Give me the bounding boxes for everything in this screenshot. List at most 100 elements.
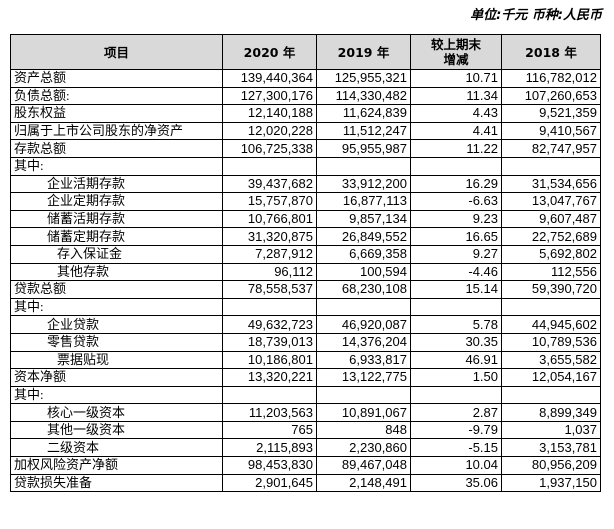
cell-value: 12,140,188 — [222, 104, 317, 123]
table-row: 核心一级资本 11,203,563 10,891,067 2.87 8,899,349 — [10, 403, 601, 422]
table-row: 贷款损失准备 2,901,645 2,148,491 35.06 1,937,150 — [10, 473, 601, 493]
row-label: 企业贷款 — [10, 315, 223, 334]
row-label: 归属于上市公司股东的净资产 — [10, 121, 223, 141]
cell-value: 2,901,645 — [222, 473, 317, 493]
row-label: 其他一级资本 — [10, 420, 223, 440]
cell-value: 44,945,602 — [501, 315, 601, 334]
cell-value: 116,782,012 — [501, 69, 601, 88]
cell-value: 39,437,682 — [222, 174, 317, 194]
cell-value: 13,320,221 — [222, 368, 317, 387]
cell-value: -5.15 — [410, 438, 502, 458]
table-row: 归属于上市公司股东的净资产 12,020,228 11,512,247 4.41 9,4… — [10, 121, 601, 141]
cell-value: 2.87 — [410, 403, 502, 422]
row-label: 二级资本 — [10, 438, 223, 458]
column-header: 2020 年 — [222, 34, 317, 70]
cell-value: 10,789,536 — [501, 332, 601, 352]
row-label: 企业活期存款 — [10, 174, 223, 194]
row-label: 其中: — [10, 156, 223, 176]
cell-value: 15.14 — [410, 280, 502, 299]
cell-value: 49,632,723 — [222, 315, 317, 334]
table-row: 其他一级资本 765 848 -9.79 1,037 — [10, 420, 601, 440]
cell-value: 13,122,775 — [316, 368, 411, 387]
table-row: 负债总额: 127,300,176 114,330,482 11.34 107,260,… — [10, 86, 601, 106]
cell-value: 16,877,113 — [316, 192, 411, 211]
column-header-text: 2020 年 — [243, 44, 296, 60]
cell-value: 125,955,321 — [316, 69, 411, 88]
cell-value: 10.04 — [410, 456, 502, 475]
cell-value: 31,320,875 — [222, 227, 317, 246]
table-row: 企业贷款 49,632,723 46,920,087 5.78 44,945,602 — [10, 315, 601, 334]
cell-value: 35.06 — [410, 473, 502, 493]
row-label: 其中: — [10, 385, 223, 405]
table-row: 储蓄定期存款 31,320,875 26,849,552 16.65 22,752,68… — [10, 227, 601, 246]
cell-value: 30.35 — [410, 332, 502, 352]
cell-value: 18,739,013 — [222, 332, 317, 352]
cell-value: 98,453,830 — [222, 456, 317, 475]
row-label: 加权风险资产净额 — [10, 456, 223, 475]
row-label: 其中: — [10, 297, 223, 317]
cell-value: -9.79 — [410, 420, 502, 440]
cell-value: 100,594 — [316, 262, 411, 282]
cell-value — [501, 297, 601, 317]
cell-value: 2,148,491 — [316, 473, 411, 493]
cell-value: 2,115,893 — [222, 438, 317, 458]
cell-value: 33,912,200 — [316, 174, 411, 194]
cell-value: 4.43 — [410, 104, 502, 123]
column-header: 项目 — [10, 34, 223, 70]
cell-value: 14,376,204 — [316, 332, 411, 352]
column-header: 2019 年 — [316, 34, 411, 70]
cell-value — [410, 385, 502, 405]
cell-value: 12,020,228 — [222, 121, 317, 141]
cell-value: 9.27 — [410, 244, 502, 264]
table-row: 储蓄活期存款 10,766,801 9,857,134 9.23 9,607,487 — [10, 209, 601, 229]
row-label: 其他存款 — [10, 262, 223, 282]
cell-value: 89,467,048 — [316, 456, 411, 475]
row-label: 储蓄定期存款 — [10, 227, 223, 246]
table-row: 企业定期存款 15,757,870 16,877,113 -6.63 13,047,76… — [10, 192, 601, 211]
cell-value: 6,669,358 — [316, 244, 411, 264]
table-row: 其中: — [10, 297, 601, 317]
cell-value: 107,260,653 — [501, 86, 601, 106]
cell-value: 1,937,150 — [501, 473, 601, 493]
cell-value: 9,521,359 — [501, 104, 601, 123]
cell-value: 1.50 — [410, 368, 502, 387]
row-label: 零售贷款 — [10, 332, 223, 352]
cell-value: 127,300,176 — [222, 86, 317, 106]
cell-value: 8,899,349 — [501, 403, 601, 422]
cell-value: 15,757,870 — [222, 192, 317, 211]
header-row: 项目 2020 年 2019 年 较上期末增减 2018 年 — [10, 34, 601, 70]
cell-value — [222, 297, 317, 317]
table-row: 二级资本 2,115,893 2,230,860 -5.15 3,153,781 — [10, 438, 601, 458]
cell-value — [410, 156, 502, 176]
cell-value — [316, 297, 411, 317]
cell-value: 80,956,209 — [501, 456, 601, 475]
cell-value: 112,556 — [501, 262, 601, 282]
row-label: 企业定期存款 — [10, 192, 223, 211]
table-body: 资产总额 139,440,364 125,955,321 10.71 116,782,0… — [10, 69, 601, 493]
cell-value — [222, 385, 317, 405]
table-row: 存入保证金 7,287,912 6,669,358 9.27 5,692,802 — [10, 244, 601, 264]
row-label: 资产总额 — [10, 69, 223, 88]
cell-value: 9.23 — [410, 209, 502, 229]
cell-value — [316, 385, 411, 405]
cell-value: 26,849,552 — [316, 227, 411, 246]
cell-value — [222, 156, 317, 176]
cell-value: -6.63 — [410, 192, 502, 211]
row-label: 负债总额: — [10, 86, 223, 106]
cell-value: 11,512,247 — [316, 121, 411, 141]
cell-value: 3,153,781 — [501, 438, 601, 458]
unit-label: 单位:千元 币种:人民币 — [470, 8, 602, 23]
table-row: 贷款总额 78,558,537 68,230,108 15.14 59,390,720 — [10, 280, 601, 299]
row-label: 核心一级资本 — [10, 403, 223, 422]
cell-value: 46,920,087 — [316, 315, 411, 334]
cell-value: 3,655,582 — [501, 350, 601, 370]
cell-value: 16.65 — [410, 227, 502, 246]
cell-value: 139,440,364 — [222, 69, 317, 88]
cell-value: 78,558,537 — [222, 280, 317, 299]
cell-value: 96,112 — [222, 262, 317, 282]
cell-value: 11,624,839 — [316, 104, 411, 123]
column-header-text: 项目 — [103, 44, 129, 60]
cell-value: 82,747,957 — [501, 139, 601, 158]
cell-value: 10,186,801 — [222, 350, 317, 370]
cell-value: 9,857,134 — [316, 209, 411, 229]
